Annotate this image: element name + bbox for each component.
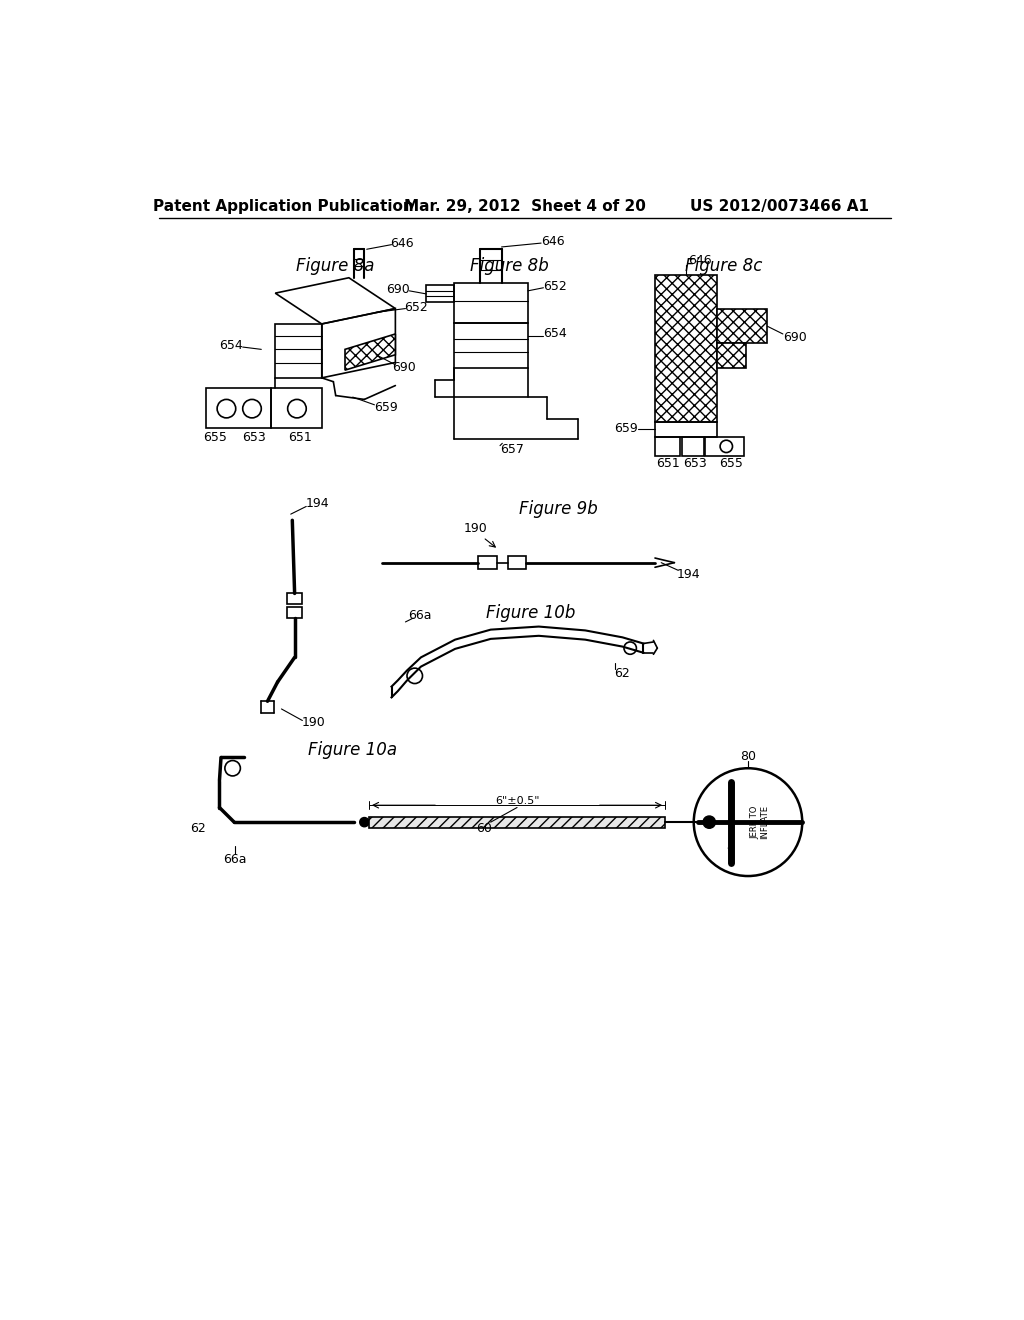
- Text: 66a: 66a: [409, 610, 432, 622]
- Bar: [454, 323, 528, 368]
- Text: Figure 8c: Figure 8c: [684, 257, 762, 275]
- Bar: [287, 594, 302, 605]
- Text: 659: 659: [374, 400, 398, 413]
- Bar: [682, 437, 703, 457]
- Text: Patent Application Publication: Patent Application Publication: [153, 198, 414, 214]
- Text: 652: 652: [404, 301, 428, 314]
- Text: 60: 60: [476, 822, 493, 834]
- Text: 651: 651: [288, 432, 312, 445]
- Text: 690: 690: [782, 331, 806, 345]
- Bar: [478, 557, 497, 569]
- Polygon shape: [345, 334, 395, 370]
- Text: 194: 194: [677, 568, 700, 581]
- Bar: [717, 309, 767, 343]
- Bar: [655, 437, 680, 457]
- Text: 190: 190: [302, 717, 326, 730]
- Bar: [369, 817, 665, 828]
- Text: Figure 8b: Figure 8b: [470, 257, 549, 275]
- Text: Mar. 29, 2012  Sheet 4 of 20: Mar. 29, 2012 Sheet 4 of 20: [403, 198, 646, 214]
- Text: 657: 657: [501, 444, 524, 455]
- Text: 659: 659: [614, 422, 638, 436]
- Circle shape: [703, 816, 716, 829]
- Bar: [655, 276, 717, 422]
- Text: 651: 651: [656, 457, 680, 470]
- Text: 190: 190: [463, 521, 487, 535]
- Text: Figure 8a: Figure 8a: [297, 257, 375, 275]
- Bar: [717, 343, 746, 368]
- Bar: [706, 437, 744, 457]
- Bar: [655, 422, 717, 437]
- Text: 62: 62: [614, 667, 631, 680]
- Text: 655: 655: [203, 432, 226, 445]
- Text: 653: 653: [683, 457, 708, 470]
- Text: Figure 10b: Figure 10b: [486, 603, 575, 622]
- Text: 66a: 66a: [223, 853, 247, 866]
- Text: JERK TO
INFLATE: JERK TO INFLATE: [750, 805, 769, 840]
- Circle shape: [359, 817, 369, 826]
- Text: US 2012/0073466 A1: US 2012/0073466 A1: [689, 198, 868, 214]
- Text: 62: 62: [189, 822, 206, 834]
- Text: 690: 690: [392, 362, 416, 375]
- Text: 653: 653: [242, 432, 265, 445]
- Text: 6"±0.5": 6"±0.5": [495, 796, 540, 805]
- Text: Figure 10a: Figure 10a: [308, 741, 397, 759]
- Text: 646: 646: [541, 235, 564, 248]
- Text: Figure 9b: Figure 9b: [519, 500, 597, 517]
- Bar: [287, 607, 302, 618]
- Bar: [508, 557, 526, 569]
- Text: 646: 646: [390, 236, 414, 249]
- Text: 194: 194: [306, 496, 330, 510]
- Text: 80: 80: [740, 750, 756, 763]
- Bar: [454, 284, 528, 323]
- Text: 646: 646: [688, 255, 712, 268]
- Text: 654: 654: [543, 327, 567, 341]
- Text: 652: 652: [543, 280, 567, 293]
- Text: 654: 654: [219, 339, 243, 352]
- Text: 690: 690: [386, 282, 410, 296]
- Text: 655: 655: [719, 457, 742, 470]
- Bar: [426, 285, 454, 302]
